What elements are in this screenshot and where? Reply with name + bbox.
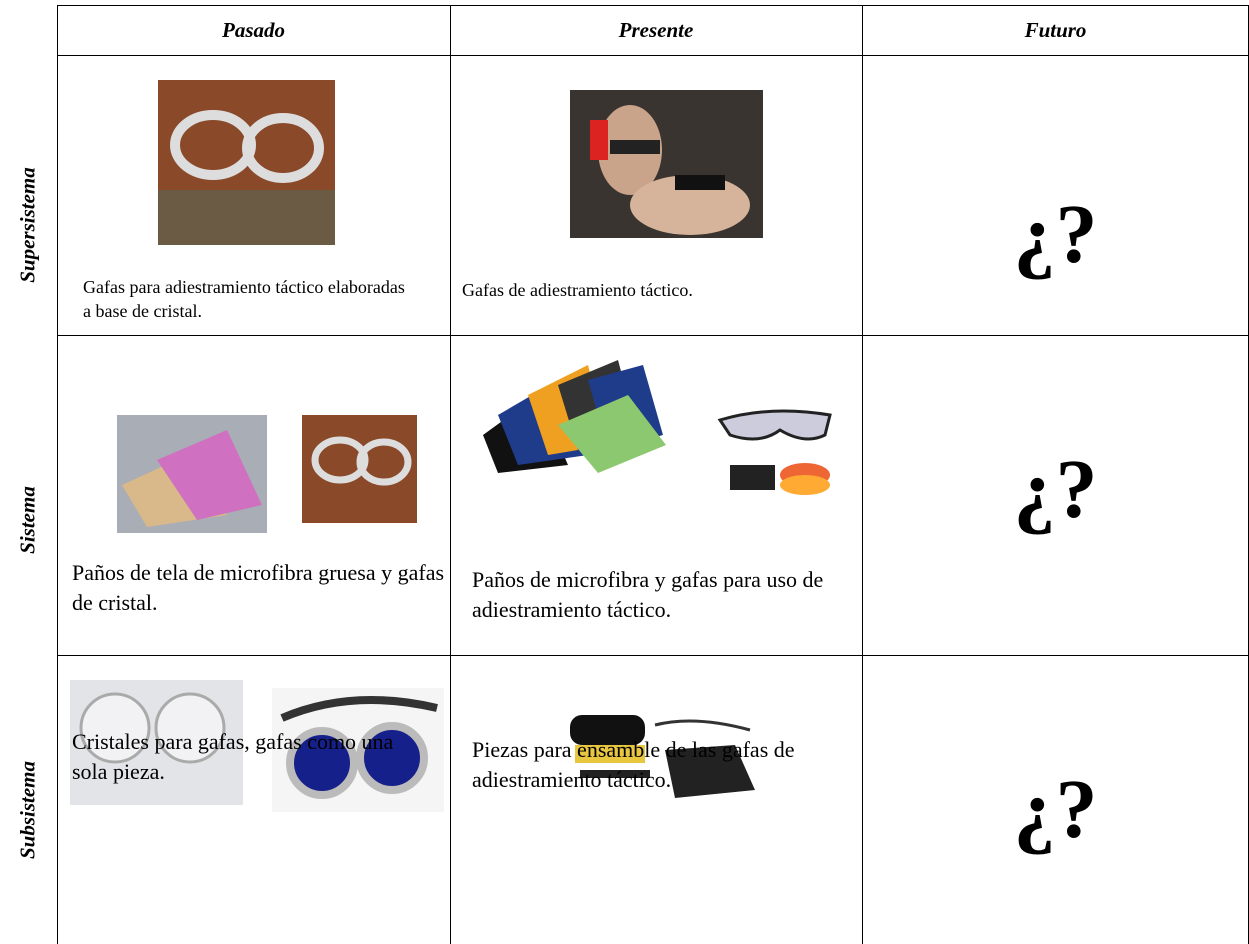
row-label: Subsistema xyxy=(15,760,40,860)
question-mark: ¿? xyxy=(1013,443,1098,536)
photo xyxy=(70,680,243,805)
table-border xyxy=(57,5,1249,6)
table-border xyxy=(57,655,1249,656)
photo xyxy=(272,688,444,812)
photo xyxy=(717,409,832,495)
caption: Paños de tela de microfibra gruesa y gaf… xyxy=(72,560,445,615)
question-mark: ¿? xyxy=(1013,763,1098,856)
row-label: Sistema xyxy=(15,486,40,554)
caption: Piezas para ensamble de las gafas de adi… xyxy=(472,737,795,792)
column-header: Presente xyxy=(618,18,694,42)
photo xyxy=(483,360,666,473)
column-header: Pasado xyxy=(222,18,285,42)
table-border xyxy=(57,5,58,944)
caption: Paños de microfibra y gafas para uso de … xyxy=(472,567,824,622)
photo xyxy=(570,715,755,798)
caption: Gafas para adiestramiento táctico elabor… xyxy=(83,277,405,321)
photo xyxy=(117,415,267,533)
caption: Gafas de adiestramiento táctico. xyxy=(462,280,693,300)
photo xyxy=(570,90,763,238)
photo xyxy=(302,415,417,523)
row-label: Supersistema xyxy=(15,167,40,283)
question-mark: ¿? xyxy=(1013,188,1098,281)
table-border xyxy=(450,5,451,944)
column-header: Futuro xyxy=(1024,18,1087,42)
caption: Cristales para gafas, gafas como una sol… xyxy=(72,729,394,784)
photo xyxy=(158,80,335,245)
table-border xyxy=(57,55,1249,56)
table-border xyxy=(862,5,863,944)
table-border xyxy=(57,335,1249,336)
